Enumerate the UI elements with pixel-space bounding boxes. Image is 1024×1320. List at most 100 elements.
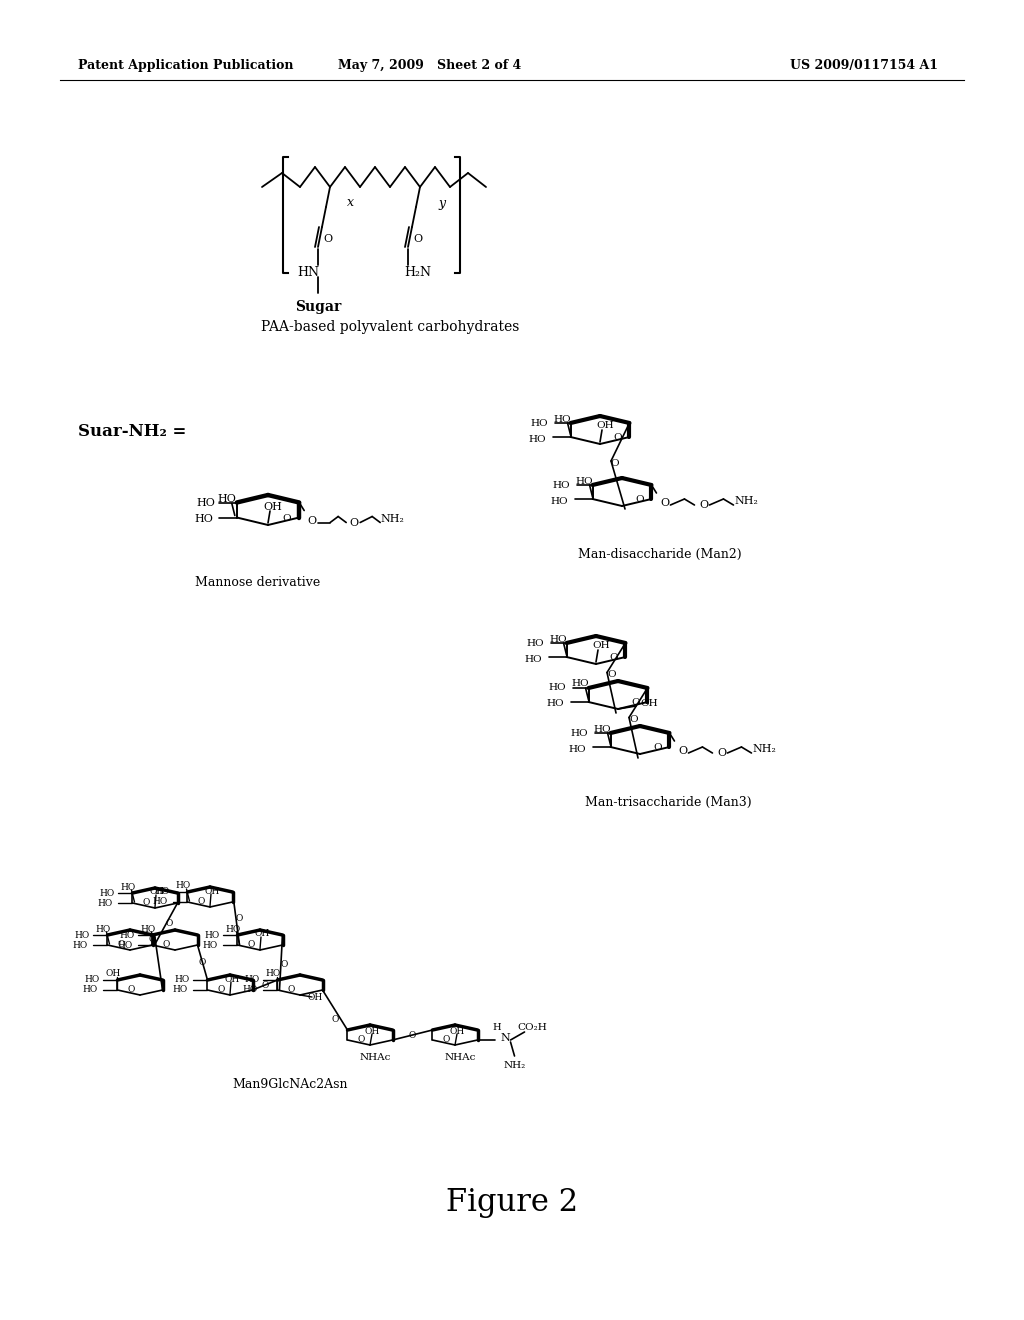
Text: O: O	[165, 920, 173, 928]
Text: Sugar: Sugar	[295, 300, 341, 314]
Text: O: O	[247, 940, 254, 949]
Text: HO: HO	[527, 639, 545, 648]
Text: H: H	[493, 1023, 502, 1032]
Text: N: N	[501, 1034, 510, 1043]
Text: O: O	[117, 940, 125, 949]
Text: NHAc: NHAc	[444, 1052, 476, 1061]
Text: O: O	[199, 958, 206, 968]
Text: O: O	[699, 500, 708, 510]
Text: HO: HO	[194, 515, 213, 524]
Text: Man-trisaccharide (Man3): Man-trisaccharide (Man3)	[585, 796, 752, 808]
Text: H₂N: H₂N	[404, 267, 431, 280]
Text: US 2009/0117154 A1: US 2009/0117154 A1	[790, 58, 938, 71]
Text: O: O	[414, 234, 423, 244]
Text: O: O	[607, 671, 616, 678]
Text: OH: OH	[592, 642, 610, 651]
Text: OH: OH	[307, 994, 323, 1002]
Text: NH₂: NH₂	[504, 1061, 525, 1071]
Text: O: O	[332, 1015, 339, 1023]
Text: HO: HO	[82, 986, 97, 994]
Text: HO: HO	[530, 418, 549, 428]
Text: O: O	[217, 985, 224, 994]
Text: HO: HO	[529, 434, 547, 444]
Text: HO: HO	[196, 498, 215, 507]
Text: OH: OH	[224, 974, 240, 983]
Text: HO: HO	[153, 898, 168, 907]
Text: HO: HO	[243, 986, 257, 994]
Text: HO: HO	[525, 655, 543, 664]
Text: O: O	[609, 653, 618, 663]
Text: O: O	[409, 1031, 416, 1040]
Text: O: O	[162, 940, 169, 949]
Text: HO: HO	[571, 680, 590, 689]
Text: OH: OH	[263, 502, 283, 512]
Text: O: O	[236, 913, 243, 923]
Text: O: O	[307, 516, 316, 525]
Text: y: y	[438, 197, 445, 210]
Text: HO: HO	[174, 975, 189, 985]
Text: O: O	[357, 1035, 365, 1044]
Text: HO: HO	[575, 477, 593, 486]
Text: HO: HO	[74, 931, 89, 940]
Text: OH: OH	[254, 929, 269, 939]
Text: HO: HO	[117, 940, 132, 949]
Text: HO: HO	[226, 924, 241, 933]
Text: O: O	[632, 698, 640, 708]
Text: HN: HN	[297, 267, 319, 280]
Text: HO: HO	[551, 496, 568, 506]
Text: HO: HO	[217, 495, 237, 504]
Text: HO: HO	[554, 414, 571, 424]
Text: HO: HO	[99, 888, 115, 898]
Text: HO: HO	[569, 744, 587, 754]
Text: O: O	[287, 985, 295, 994]
Text: OH: OH	[365, 1027, 380, 1035]
Text: O: O	[717, 748, 726, 758]
Text: OH: OH	[596, 421, 613, 430]
Text: O: O	[349, 517, 358, 528]
Text: Figure 2: Figure 2	[445, 1187, 579, 1217]
Text: HO: HO	[172, 986, 187, 994]
Text: HO: HO	[155, 887, 170, 896]
Text: HO: HO	[119, 931, 134, 940]
Text: O: O	[142, 898, 150, 907]
Text: OH: OH	[150, 887, 165, 896]
Text: O: O	[283, 513, 291, 523]
Text: HO: HO	[553, 480, 570, 490]
Text: NH₂: NH₂	[734, 496, 759, 506]
Text: O: O	[610, 458, 620, 467]
Text: O: O	[630, 715, 638, 723]
Text: OH: OH	[450, 1027, 465, 1035]
Text: O: O	[636, 495, 644, 504]
Text: O: O	[659, 498, 669, 508]
Text: HO: HO	[594, 725, 611, 734]
Text: CO₂H: CO₂H	[518, 1023, 548, 1032]
Text: O: O	[613, 433, 622, 442]
Text: HO: HO	[245, 975, 259, 985]
Text: HO: HO	[73, 940, 87, 949]
Text: HO: HO	[549, 684, 566, 693]
Text: HO: HO	[266, 969, 282, 978]
Text: Patent Application Publication: Patent Application Publication	[78, 58, 294, 71]
Text: HO: HO	[204, 931, 219, 940]
Text: O: O	[281, 960, 288, 969]
Text: O: O	[324, 234, 333, 244]
Text: Mannose derivative: Mannose derivative	[196, 576, 321, 589]
Text: O: O	[197, 898, 205, 906]
Text: NH₂: NH₂	[753, 744, 776, 754]
Text: OH: OH	[640, 700, 657, 709]
Text: HO: HO	[121, 883, 136, 891]
Text: OH: OH	[205, 887, 219, 895]
Text: HO: HO	[550, 635, 567, 644]
Text: HO: HO	[547, 700, 564, 709]
Text: x: x	[346, 197, 353, 210]
Text: O: O	[653, 743, 663, 752]
Text: HO: HO	[176, 882, 191, 891]
Text: HO: HO	[97, 899, 113, 908]
Text: Suar-NH₂ =: Suar-NH₂ =	[78, 424, 186, 441]
Text: O: O	[678, 746, 687, 756]
Text: OH: OH	[105, 969, 121, 978]
Text: May 7, 2009   Sheet 2 of 4: May 7, 2009 Sheet 2 of 4	[338, 58, 521, 71]
Text: NHAc: NHAc	[359, 1052, 391, 1061]
Text: NH₂: NH₂	[380, 513, 404, 524]
Text: Man9GlcNAc2Asn: Man9GlcNAc2Asn	[232, 1078, 348, 1092]
